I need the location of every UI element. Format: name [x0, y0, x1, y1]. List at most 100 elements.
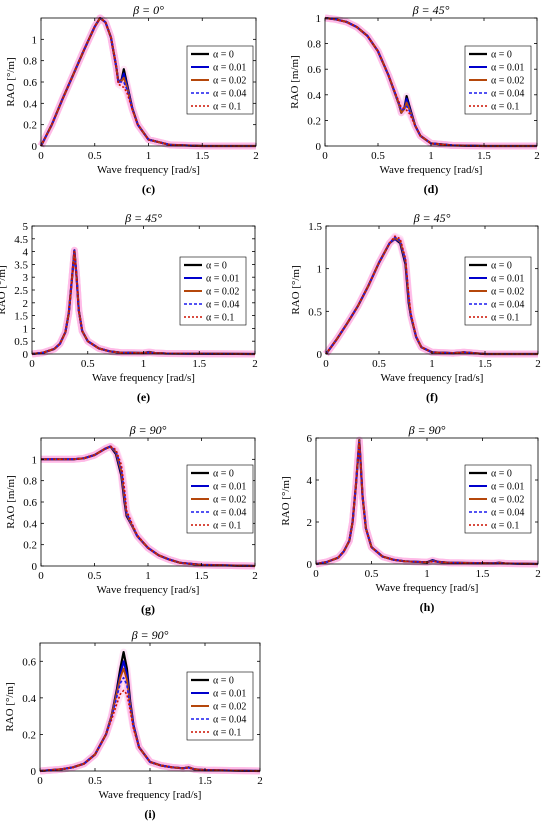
chart-title: β = 90° — [129, 423, 167, 437]
legend-label: α = 0 — [213, 469, 234, 480]
y-tick-label: 1 — [23, 323, 29, 335]
x-tick-label: 2 — [534, 150, 540, 162]
y-axis-label: RAO [°/m] — [0, 265, 8, 314]
x-tick-label: 2 — [257, 775, 263, 787]
y-tick-label: 4 — [23, 247, 29, 259]
y-tick-label: 0.4 — [307, 90, 321, 102]
legend-label: α = 0.1 — [491, 521, 519, 532]
y-tick-label: 0 — [31, 766, 37, 778]
series-line-3 — [39, 676, 261, 772]
panel-sublabel: (e) — [137, 390, 150, 404]
x-axis-label: Wave frequency [rad/s] — [376, 582, 479, 594]
legend: α = 0 α = 0.01 α = 0.02 α = 0.04 α = 0.1 — [464, 256, 532, 326]
x-tick-label: 1 — [428, 150, 434, 162]
panel-sublabel: (c) — [142, 182, 155, 196]
y-tick-label: 1 — [32, 454, 38, 466]
legend-label: α = 0.04 — [213, 508, 246, 519]
chart-panel-e: 0 0.5 1 1.5 200.511.522.533.544.55β = 45°Wav… — [0, 211, 258, 404]
x-axis-label: Wave frequency [rad/s] — [99, 789, 202, 801]
chart-title: β = 90° — [408, 423, 446, 437]
y-axis-label: RAO [°/m] — [280, 476, 292, 525]
y-tick-label: 0 — [32, 561, 38, 573]
legend-label: α = 0.1 — [213, 521, 241, 532]
chart-panel-c: 0 0.5 1 1.5 2 0 0.2 0.4 0.6 0.8 1 β = 0° Wave freque… — [5, 3, 259, 196]
x-tick-label: 1.5 — [477, 150, 491, 162]
x-tick-label: 2 — [535, 568, 541, 580]
x-tick-label: 1 — [146, 150, 152, 162]
panel-sublabel: (f) — [426, 390, 438, 404]
y-tick-label: 0.8 — [23, 56, 37, 68]
y-tick-label: 0.4 — [22, 693, 36, 705]
y-tick-label: 0.6 — [23, 77, 37, 89]
y-axis-label: RAO [°/m] — [4, 682, 16, 731]
legend: α = 0 α = 0.01 α = 0.02 α = 0.04 α = 0.1 — [179, 256, 247, 326]
chart-title: β = 90° — [131, 628, 169, 642]
y-tick-label: 0.8 — [23, 476, 37, 488]
legend-label: α = 0.1 — [491, 102, 519, 113]
y-tick-label: 0 — [317, 349, 323, 361]
panel-sublabel: (h) — [420, 600, 435, 614]
y-tick-label: 0.2 — [23, 120, 37, 132]
legend-label: α = 0.1 — [206, 313, 234, 324]
y-tick-label: 1 — [316, 13, 322, 25]
legend-label: α = 0 — [491, 50, 512, 61]
y-tick-label: 6 — [307, 433, 313, 445]
x-tick-label: 1.5 — [195, 150, 209, 162]
chart-title: β = 45° — [412, 3, 450, 17]
x-tick-label: 1 — [424, 568, 430, 580]
y-tick-label: 0.5 — [308, 306, 322, 318]
y-tick-label: 0 — [23, 349, 29, 361]
legend-label: α = 0.04 — [213, 715, 246, 726]
x-tick-label: 0 — [323, 358, 329, 370]
panel-sublabel: (d) — [424, 182, 439, 196]
chart-panel-f: 0 0.5 1 1.5 2 0 0.5 1 1.5 β = 45° Wave frequency [… — [290, 211, 541, 404]
x-axis-label: Wave frequency [rad/s] — [97, 164, 200, 176]
x-axis-label: Wave frequency [rad/s] — [92, 372, 195, 384]
y-tick-label: 0.6 — [23, 497, 37, 509]
x-tick-label: 0.5 — [88, 150, 102, 162]
legend-label: α = 0.04 — [213, 89, 246, 100]
series-line-4 — [325, 235, 538, 355]
legend-label: α = 0.01 — [213, 689, 246, 700]
legend-label: α = 0 — [213, 676, 234, 687]
panel-sublabel: (g) — [141, 602, 155, 616]
legend-label: α = 0.04 — [491, 508, 524, 519]
legend-label: α = 0.01 — [213, 63, 246, 74]
y-tick-label: 3.5 — [14, 259, 28, 271]
y-tick-label: 2 — [307, 517, 313, 529]
x-tick-label: 1.5 — [476, 568, 490, 580]
y-tick-label: 0.2 — [307, 115, 321, 127]
y-tick-label: 2.5 — [14, 285, 28, 297]
y-tick-label: 0.2 — [22, 729, 36, 741]
legend-label: α = 0 — [491, 469, 512, 480]
y-tick-label: 0 — [316, 141, 322, 153]
legend-label: α = 0.02 — [213, 702, 246, 713]
chart-title: β = 0° — [132, 3, 164, 17]
legend-label: α = 0.02 — [491, 287, 524, 298]
legend-label: α = 0 — [213, 50, 234, 61]
legend-label: α = 0.1 — [213, 102, 241, 113]
legend-label: α = 0.1 — [213, 728, 241, 739]
legend-label: α = 0.01 — [491, 63, 524, 74]
y-tick-label: 0 — [32, 141, 38, 153]
chart-panel-g: 0 0.5 1 1.5 2 0 0.2 0.4 0.6 0.8 1 β = 90° Wave frequ… — [5, 423, 258, 616]
series-line-4 — [40, 17, 256, 147]
legend-label: α = 0.01 — [213, 482, 246, 493]
y-tick-label: 0.2 — [23, 540, 37, 552]
legend-label: α = 0.04 — [491, 300, 524, 311]
legend-label: α = 0.01 — [491, 274, 524, 285]
x-axis-label: Wave frequency [rad/s] — [380, 164, 483, 176]
y-tick-label: 0.6 — [22, 656, 36, 668]
x-tick-label: 1 — [145, 570, 151, 582]
y-tick-label: 0.8 — [307, 39, 321, 51]
legend-label: α = 0.01 — [491, 482, 524, 493]
y-tick-label: 0.4 — [23, 518, 37, 530]
x-tick-label: 0.5 — [365, 568, 379, 580]
y-axis-label: RAO [°/m] — [290, 265, 302, 314]
x-tick-label: 1 — [429, 358, 435, 370]
legend-label: α = 0.04 — [206, 300, 239, 311]
x-tick-label: 0 — [313, 568, 319, 580]
series-line-3 — [41, 445, 256, 567]
x-tick-label: 0 — [38, 150, 44, 162]
